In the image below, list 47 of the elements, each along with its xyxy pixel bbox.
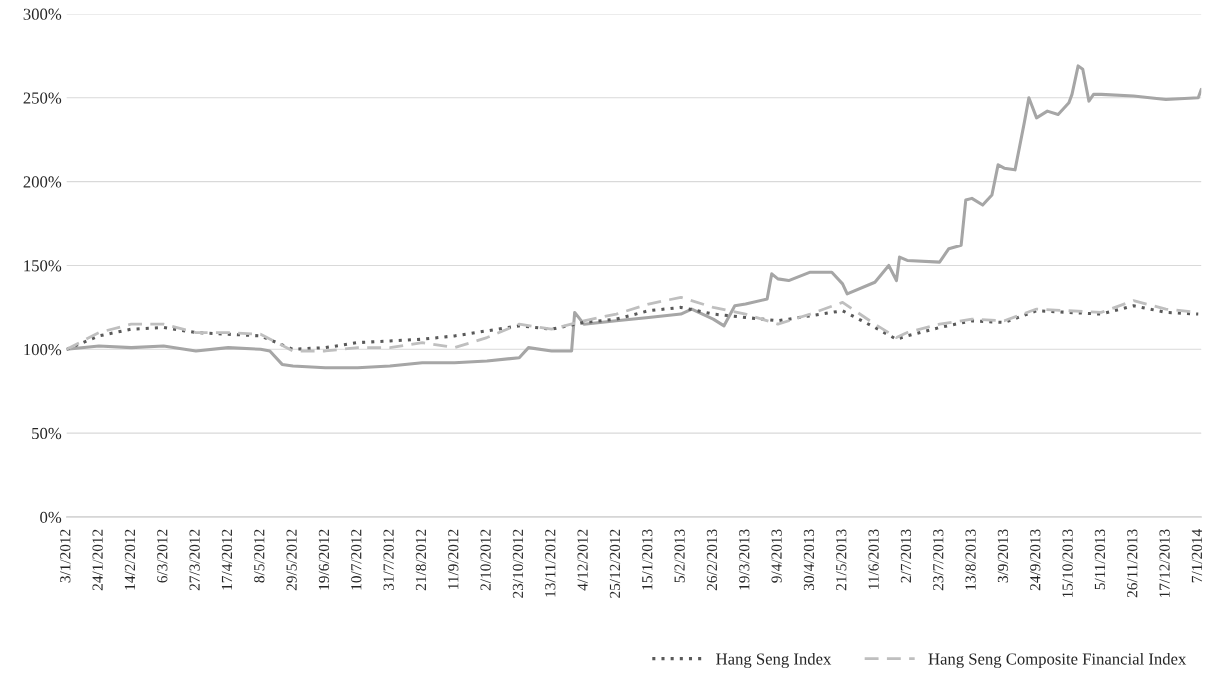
x-tick-label: 23/10/2012 <box>512 529 524 598</box>
x-tick-label: 17/4/2012 <box>221 529 233 590</box>
legend-label: Hang Seng Index <box>716 652 832 669</box>
x-tick-label: 31/7/2012 <box>383 529 394 591</box>
x-tick-label: 25/12/2012 <box>609 529 621 598</box>
y-tick-label: 250% <box>23 92 62 104</box>
x-tick-label: 30/4/2013 <box>803 529 815 591</box>
y-tick-label: 50% <box>32 427 62 440</box>
line-series <box>66 304 1200 351</box>
x-tick-label: 13/8/2013 <box>965 529 976 590</box>
x-tick-label: 23/7/2013 <box>933 529 944 591</box>
x-tick-label: 10/7/2012 <box>351 529 362 590</box>
y-tick-label: 200% <box>23 176 62 188</box>
y-tick-label: 0% <box>40 511 62 524</box>
x-tick-label: 2/10/2012 <box>480 529 491 591</box>
x-tick-label: 27/3/2012 <box>189 529 200 591</box>
y-tick-label: 100% <box>24 344 62 356</box>
x-tick-label: 21/8/2012 <box>415 529 427 591</box>
x-tick-label: 5/2/2013 <box>674 529 685 583</box>
y-tick-label: 300% <box>23 8 62 20</box>
y-tick-label: 150% <box>24 260 62 272</box>
x-tick-label: 14/2/2012 <box>124 529 136 590</box>
legend-label: Hang Seng Composite Financial Index <box>928 652 1187 669</box>
x-tick-label: 24/1/2012 <box>92 529 103 591</box>
x-tick-label: 26/11/2013 <box>1127 529 1138 598</box>
x-tick-label: 29/5/2012 <box>286 529 297 591</box>
x-tick-label: 3/1/2012 <box>60 529 71 583</box>
x-tick-label: 3/9/2013 <box>997 529 1009 583</box>
x-tick-label: 24/9/2013 <box>1030 529 1041 591</box>
x-tick-label: 15/10/2013 <box>1062 529 1073 598</box>
x-tick-label: 11/9/2012 <box>448 529 459 589</box>
x-tick-label: 8/5/2012 <box>254 529 265 583</box>
x-tick-label: 2/7/2013 <box>900 529 912 583</box>
x-tick-label: 6/3/2012 <box>157 529 168 583</box>
x-tick-label: 9/4/2013 <box>771 529 782 583</box>
x-tick-label: 26/2/2013 <box>706 529 718 591</box>
x-tick-label: 19/6/2012 <box>318 529 330 590</box>
x-tick-label: 5/11/2013 <box>1094 529 1106 590</box>
x-tick-label: 4/12/2012 <box>577 529 588 591</box>
line-series <box>66 64 1202 370</box>
x-tick-label: 15/1/2013 <box>642 529 653 590</box>
x-tick-label: 13/11/2012 <box>545 529 556 597</box>
x-tick-label: 17/12/2013 <box>1159 529 1170 598</box>
x-tick-label: 21/5/2013 <box>836 529 847 591</box>
x-tick-label: 7/1/2014 <box>1191 529 1203 583</box>
x-tick-label: 11/6/2013 <box>868 529 879 589</box>
x-tick-label: 19/3/2013 <box>739 529 750 590</box>
